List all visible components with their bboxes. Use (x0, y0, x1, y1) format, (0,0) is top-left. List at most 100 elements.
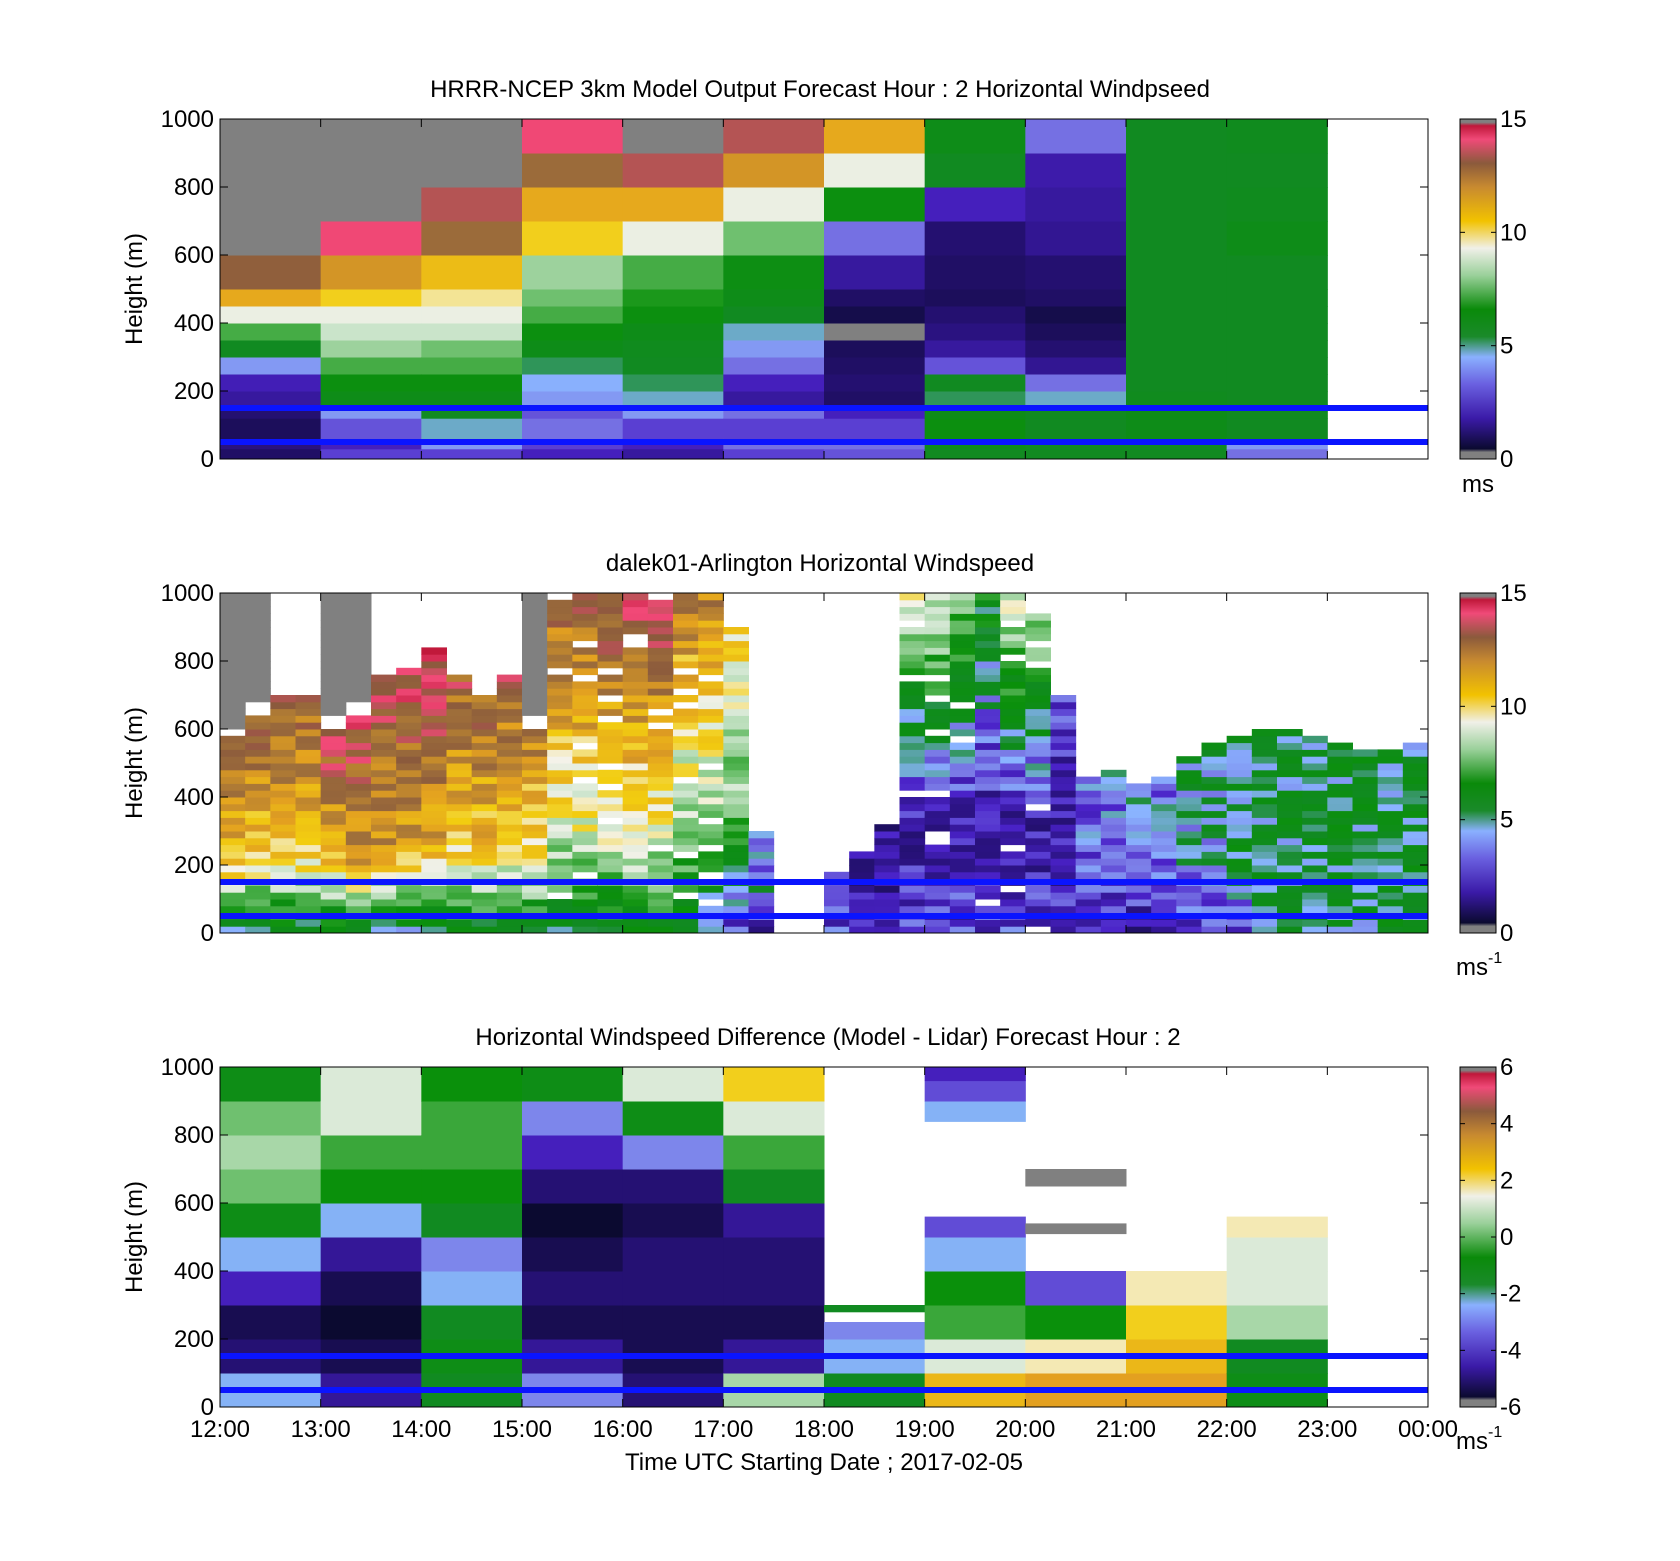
heatmap-cell (622, 627, 649, 635)
heatmap-cell (245, 620, 271, 628)
heatmap-cell (245, 722, 271, 730)
heatmap-cell (597, 776, 624, 784)
heatmap-cell (622, 1135, 724, 1170)
heatmap-cell (1251, 858, 1278, 866)
heatmap-cell (1226, 831, 1253, 839)
heatmap-cell (522, 613, 548, 621)
heatmap-cell (723, 824, 749, 832)
heatmap-cell (1000, 715, 1026, 723)
heatmap-cell (320, 654, 347, 662)
heatmap-cell (295, 885, 322, 893)
heatmap-cell (1126, 905, 1152, 914)
heatmap-cell (345, 620, 372, 628)
heatmap-cell (1126, 255, 1228, 290)
heatmap-cell (496, 871, 523, 880)
heatmap-cell (1302, 790, 1328, 798)
heatmap-cell (924, 1067, 1026, 1082)
heatmap-cell (1176, 871, 1202, 880)
heatmap-cell (1251, 851, 1278, 859)
heatmap-cell (396, 851, 422, 859)
heatmap-cell (371, 797, 397, 805)
heatmap-cell (673, 742, 699, 750)
heatmap-cell (572, 851, 598, 859)
heatmap-cell (572, 722, 598, 730)
heatmap-cell (1050, 749, 1077, 757)
heatmap-cell (1025, 905, 1051, 914)
heatmap-cell (345, 865, 372, 873)
heatmap-cell (1201, 865, 1228, 873)
heatmap-cell (320, 810, 347, 818)
heatmap-cell (471, 824, 498, 832)
heatmap-cell (1251, 729, 1278, 737)
heatmap-cell (496, 722, 523, 730)
heatmap-cell (1050, 708, 1077, 716)
heatmap-cell (1377, 810, 1404, 818)
colorbar-tick-label: 4 (1500, 1111, 1513, 1138)
heatmap-cell (572, 844, 598, 852)
heatmap-cell (673, 797, 699, 805)
heatmap-cell (220, 837, 246, 846)
heatmap-cell (1025, 865, 1051, 873)
heatmap-cell (1126, 391, 1228, 406)
x-tick-label: 12:00 (190, 1416, 250, 1443)
heatmap-cell (396, 742, 422, 750)
heatmap-cell (1000, 871, 1026, 880)
heatmap-cell (723, 776, 749, 784)
heatmap-cell (975, 729, 1001, 737)
heatmap-cell (1352, 851, 1379, 859)
heatmap-cell (1327, 790, 1353, 798)
colorbar-tick-label: 5 (1500, 807, 1513, 834)
heatmap-cell (270, 899, 296, 907)
heatmap-cell (1176, 837, 1202, 846)
heatmap-cell (547, 742, 573, 750)
heatmap-cell (396, 871, 422, 880)
heatmap-cell (471, 756, 498, 764)
heatmap-cell (496, 756, 523, 764)
heatmap-cell (1000, 742, 1026, 750)
heatmap-cell (220, 613, 246, 621)
heatmap-cell (1050, 858, 1077, 866)
heatmap-cell (471, 817, 498, 825)
heatmap-cell (220, 667, 246, 676)
heatmap-cell (698, 837, 724, 846)
heatmap-cell (371, 892, 397, 900)
heatmap-cell (446, 892, 473, 900)
heatmap-cell (975, 701, 1001, 710)
heatmap-cell (1126, 340, 1228, 358)
heatmap-cell (270, 783, 296, 791)
heatmap-cell (1327, 797, 1353, 805)
heatmap-cell (295, 729, 322, 737)
y-tick-label: 600 (174, 242, 214, 269)
heatmap-cell (849, 858, 875, 866)
heatmap-cell (1327, 871, 1353, 880)
heatmap-cell (1000, 708, 1026, 716)
heatmap-cell (345, 926, 372, 934)
heatmap-cell (1226, 418, 1328, 440)
heatmap-cell (673, 756, 699, 764)
heatmap-cell (496, 919, 523, 927)
heatmap-cell (698, 633, 724, 642)
heatmap-cell (396, 817, 422, 825)
heatmap-cell (723, 661, 749, 669)
heatmap-cell (723, 1067, 825, 1102)
heatmap-cell (673, 593, 699, 601)
heatmap-cell (547, 654, 573, 662)
heatmap-cell (622, 391, 724, 406)
heatmap-cell (949, 756, 976, 764)
heatmap-cell (647, 606, 674, 614)
heatmap-cell (496, 899, 523, 907)
heatmap-cell (1151, 817, 1177, 825)
heatmap-cell (698, 776, 724, 784)
heatmap-cell (320, 448, 422, 460)
heatmap-cell (723, 119, 825, 154)
heatmap-cell (396, 749, 422, 757)
heatmap-cell (924, 289, 1026, 307)
heatmap-cell (1352, 885, 1379, 893)
heatmap-cell (899, 688, 926, 696)
heatmap-cell (245, 865, 271, 873)
heatmap-cell (496, 776, 523, 784)
heatmap-cell (1151, 783, 1177, 791)
heatmap-cell (1226, 306, 1328, 324)
heatmap-cell (673, 722, 699, 730)
